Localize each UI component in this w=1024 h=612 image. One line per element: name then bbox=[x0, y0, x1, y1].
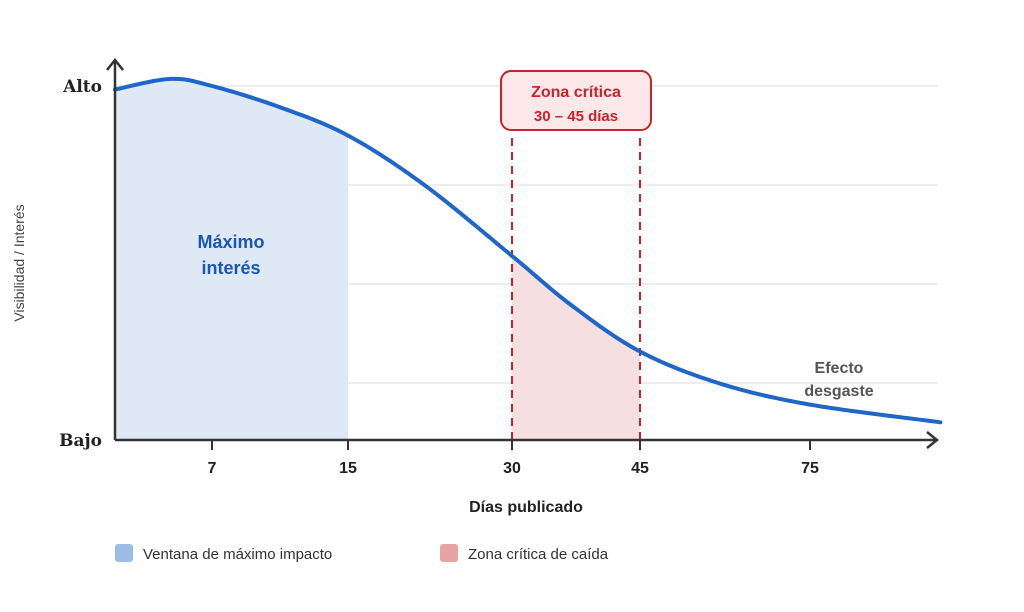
critical-zone-subtitle: 30 – 45 días bbox=[534, 108, 618, 125]
legend-swatch bbox=[115, 544, 133, 562]
x-tick-label: 75 bbox=[801, 460, 819, 477]
x-tick-label: 15 bbox=[339, 460, 357, 477]
critical-zone-title: Zona crítica bbox=[531, 84, 621, 101]
x-axis-label: Días publicado bbox=[469, 499, 583, 516]
region-label-line1: Máximo bbox=[197, 232, 264, 252]
y-tick-label-high: Alto bbox=[62, 77, 102, 97]
legend-label: Ventana de máximo impacto bbox=[143, 546, 332, 563]
x-tick-label: 30 bbox=[503, 460, 521, 477]
y-axis-arrow-icon bbox=[106, 57, 124, 71]
wear-label-line2: desgaste bbox=[804, 383, 873, 400]
series-line-visibilidad bbox=[113, 76, 943, 425]
legend-swatch bbox=[440, 544, 458, 562]
max-impact-region bbox=[115, 78, 348, 441]
y-axis-label: Visibilidad / Interés bbox=[11, 204, 27, 321]
critical-zone-box bbox=[500, 70, 652, 131]
x-tick-label: 45 bbox=[631, 460, 649, 477]
y-tick-label-low: Bajo bbox=[59, 431, 102, 451]
legend-label: Zona crítica de caída bbox=[468, 546, 609, 563]
x-tick-label: 7 bbox=[208, 460, 217, 477]
region-label-line2: interés bbox=[201, 258, 260, 278]
wear-label-line1: Efecto bbox=[815, 360, 864, 377]
critical-region bbox=[512, 255, 640, 440]
x-axis-arrow-icon bbox=[926, 431, 940, 449]
